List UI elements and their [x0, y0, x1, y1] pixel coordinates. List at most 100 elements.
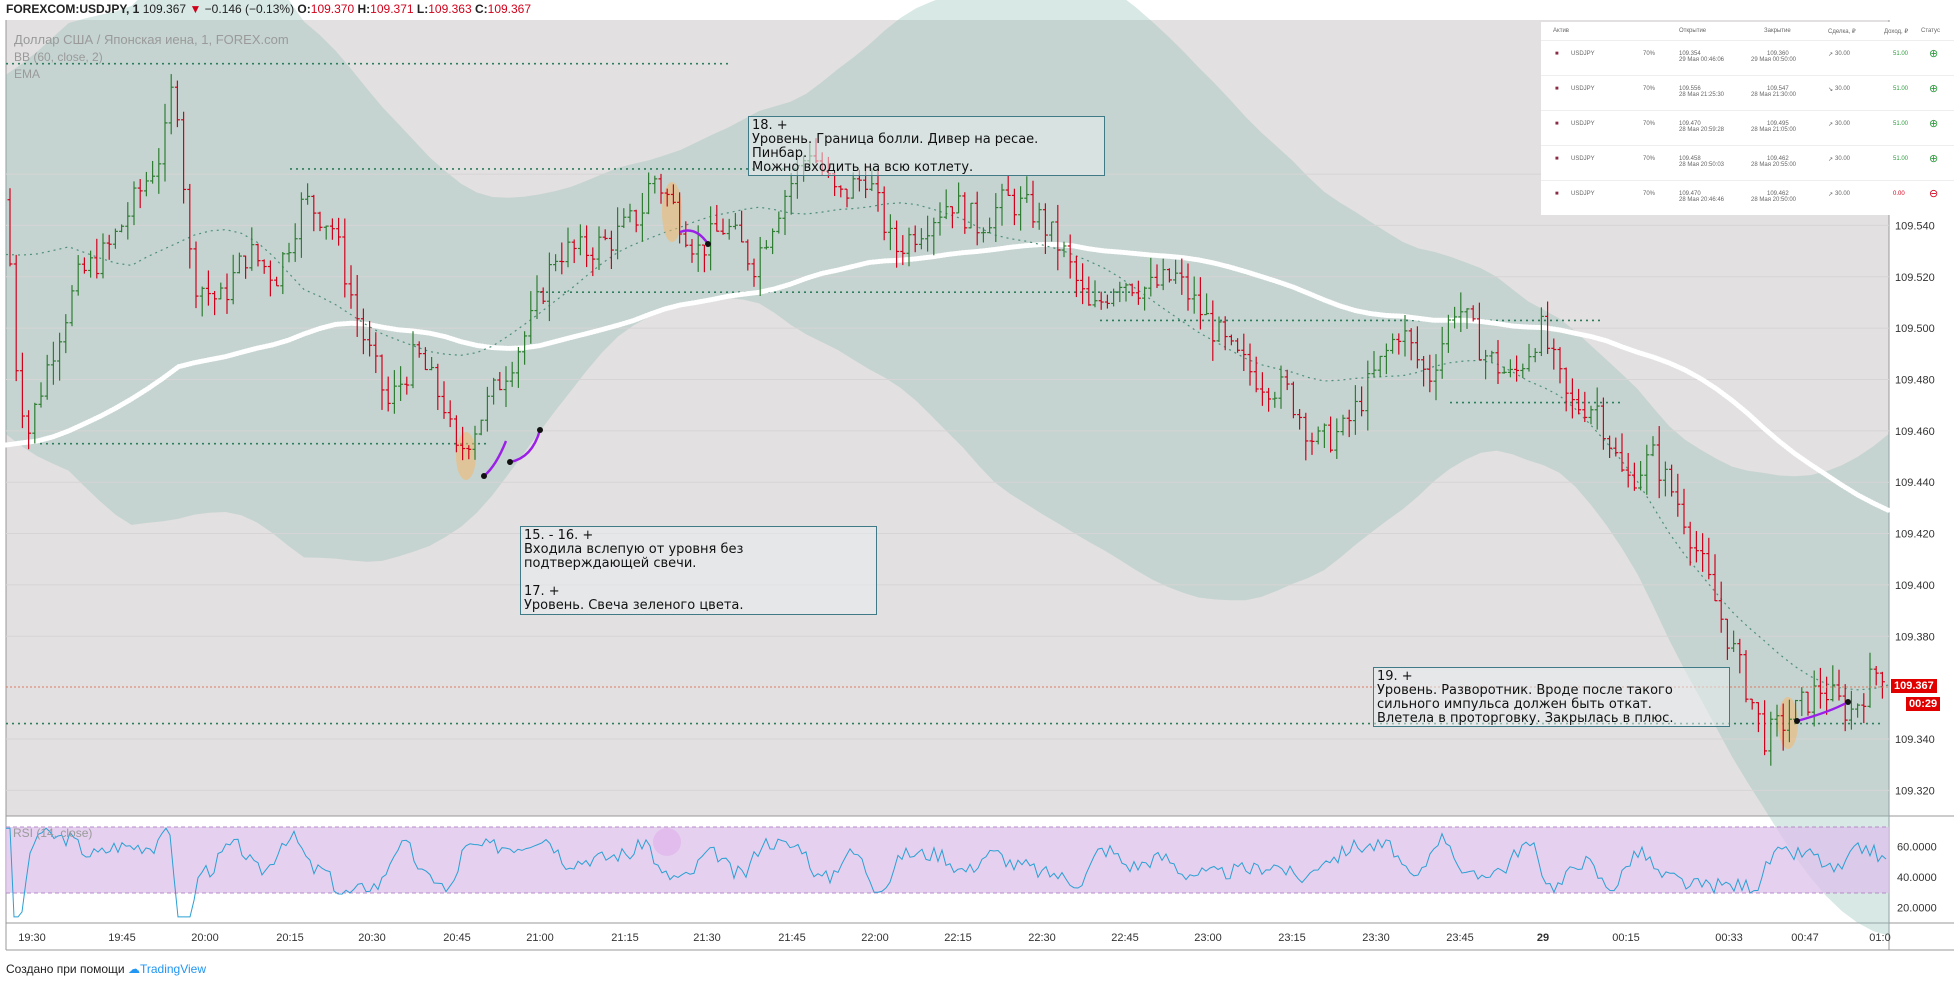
high-value: 109.371 — [370, 2, 414, 16]
x-axis: 19:30 19:45 20:00 20:15 20:30 20:45 21:00 21:15… — [18, 932, 1890, 944]
x-tick-label: 23:15 — [1278, 932, 1306, 944]
bb-fill — [6, 0, 1889, 936]
trade-row[interactable]: ■ USDJPY 70% 109.470 28 Мая 20:46:46 109.462 2… — [1541, 180, 1954, 216]
open-label: O: — [297, 2, 311, 16]
ema-line — [3, 242, 1892, 514]
rsi-tick-label: 20.0000 — [1897, 903, 1937, 915]
trade-asset: USDJPY — [1571, 121, 1595, 127]
rsi-line — [6, 827, 1887, 918]
us-flag-icon: ■ — [1555, 121, 1559, 127]
trade-close: 109.547 — [1767, 86, 1789, 92]
trade-pct: 70% — [1643, 191, 1656, 197]
entry-point — [705, 241, 711, 247]
x-tick-label: 20:00 — [191, 932, 219, 944]
col-close: Закрытие — [1764, 28, 1791, 34]
footer: Создано при помощи ☁TradingView — [6, 962, 206, 976]
trade-open-time: 29 Мая 00:46:06 — [1679, 57, 1725, 63]
trade-profit: 0.00 — [1893, 191, 1905, 197]
bb-basis — [5, 202, 1890, 691]
close-label: C: — [474, 2, 488, 16]
status-icon: ⊕ — [1929, 48, 1939, 60]
tradingview-brand[interactable]: TradingView — [139, 962, 207, 976]
trade-row[interactable]: ■ USDJPY 70% 109.458 28 Мая 20:50:03 109.462 2… — [1541, 145, 1954, 181]
x-tick-label: 20:15 — [276, 932, 304, 944]
x-tick-label: 21:15 — [611, 932, 639, 944]
trade-open: 109.458 — [1679, 156, 1701, 162]
trade-row[interactable]: ■ USDJPY 70% 109.354 29 Мая 00:46:06 109.360 2… — [1541, 40, 1954, 76]
tradingview-logo-icon[interactable]: ☁ — [127, 962, 140, 976]
x-tick-label: 22:15 — [944, 932, 972, 944]
trade-asset: USDJPY — [1571, 191, 1595, 197]
x-tick-label: 22:45 — [1111, 932, 1139, 944]
trade-direction: ↗ — [1828, 52, 1834, 58]
status-icon: ⊕ — [1929, 83, 1939, 95]
x-tick-label: 19:45 — [108, 932, 136, 944]
trade-amount: 30.00 — [1835, 121, 1851, 127]
trade-row[interactable]: ■ USDJPY 70% 109.470 28 Мая 20:59:28 109.495 2… — [1541, 110, 1954, 146]
note-15-17: 15. - 16. + Входила вслепую от уровня бе… — [520, 526, 877, 615]
trade-close: 109.360 — [1767, 51, 1789, 57]
ema-indicator-label[interactable]: EMA — [14, 67, 41, 81]
entry-point — [1794, 718, 1800, 724]
trade-amount: 30.00 — [1835, 51, 1851, 57]
x-tick-label: 22:30 — [1028, 932, 1056, 944]
trade-close-time: 28 Мая 20:55:00 — [1751, 162, 1797, 168]
entry-point — [507, 459, 513, 465]
trade-pct: 70% — [1643, 156, 1656, 162]
us-flag-icon: ■ — [1555, 191, 1559, 197]
symbol[interactable]: FOREXCOM:USDJPY, 1 — [6, 2, 140, 16]
x-tick-label: 23:45 — [1446, 932, 1474, 944]
rsi-indicator-label[interactable]: RSI (14, close) — [13, 826, 93, 840]
entry-point — [481, 473, 487, 479]
trade-row[interactable]: ■ USDJPY 70% 109.556 28 Мая 21:25:30 109.547 2… — [1541, 75, 1954, 111]
open-value: 109.370 — [310, 2, 355, 16]
last-price: 109.367 — [142, 2, 187, 16]
trade-open-time: 28 Мая 20:46:46 — [1679, 197, 1725, 203]
close-value: 109.367 — [487, 2, 532, 16]
y-tick-label: 109.540 — [1895, 220, 1935, 232]
trade-close-time: 28 Мая 20:50:00 — [1751, 197, 1797, 203]
trades-panel: Актив Открытие Закрытие Сделка, ₽ Доход,… — [1541, 22, 1954, 215]
trade-close: 109.462 — [1767, 191, 1789, 197]
note-18: 18. + Уровень. Граница болли. Дивер на р… — [748, 116, 1105, 176]
trade-profit: 51.00 — [1893, 156, 1909, 162]
us-flag-icon: ■ — [1555, 156, 1559, 162]
trade-open: 109.556 — [1679, 86, 1701, 92]
x-tick-label: 29 — [1537, 932, 1549, 944]
trade-open: 109.470 — [1679, 121, 1701, 127]
x-tick-label: 00:15 — [1612, 932, 1640, 944]
y-tick-label: 109.400 — [1895, 580, 1935, 592]
y-tick-label: 109.500 — [1895, 323, 1935, 335]
rsi-tick-label: 60.0000 — [1897, 842, 1937, 854]
bollinger-band — [6, 0, 1889, 936]
status-icon: ⊕ — [1929, 118, 1939, 130]
x-tick-label: 22:00 — [861, 932, 889, 944]
trade-close: 109.495 — [1767, 121, 1789, 127]
bb-indicator-label[interactable]: BB (60, close, 2) — [14, 50, 103, 64]
y-tick-label: 109.320 — [1895, 785, 1935, 797]
trade-direction: ↗ — [1828, 157, 1834, 163]
trade-pct: 70% — [1643, 121, 1656, 127]
low-value: 109.363 — [428, 2, 472, 16]
entry-arrow — [1796, 700, 1849, 723]
status-icon: ⊖ — [1929, 188, 1939, 200]
entry-arrow — [509, 429, 542, 464]
x-tick-label: 20:30 — [358, 932, 386, 944]
trade-open-time: 28 Мая 20:50:03 — [1679, 162, 1725, 168]
trade-asset: USDJPY — [1571, 156, 1595, 162]
low-label: L: — [416, 2, 429, 16]
rsi-tick-label: 40.0000 — [1897, 872, 1937, 884]
trade-open: 109.354 — [1679, 51, 1701, 57]
trade-pct: 70% — [1643, 86, 1656, 92]
rsi-axis: 60.0000 40.0000 20.0000 — [1897, 842, 1937, 915]
x-tick-label: 21:30 — [693, 932, 721, 944]
footer-text: Создано при помощи — [6, 962, 125, 976]
x-tick-label: 21:00 — [526, 932, 554, 944]
col-amount: Сделка, ₽ — [1828, 29, 1856, 35]
rsi-path — [6, 827, 1887, 918]
trade-amount: 30.00 — [1835, 86, 1851, 92]
entry-arrows — [481, 229, 1851, 724]
trade-profit: 51.00 — [1893, 86, 1909, 92]
bb-middle-line — [5, 202, 1890, 691]
trade-close-time: 28 Мая 21:05:00 — [1751, 127, 1797, 133]
